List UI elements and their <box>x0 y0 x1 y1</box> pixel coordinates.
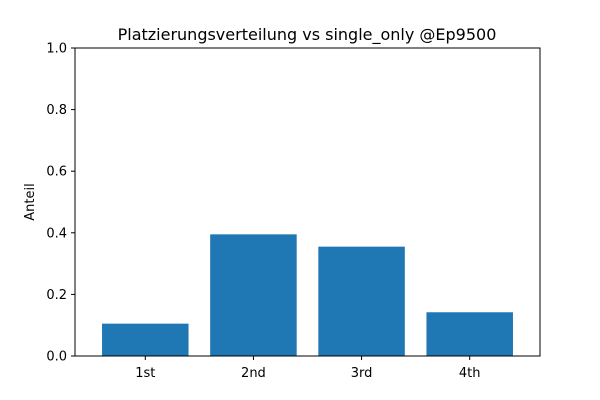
y-ticks-group: 0.0 0.2 0.4 0.6 0.8 1.0 <box>46 42 75 365</box>
y-tick-label: 0.2 <box>46 288 67 303</box>
bar-1st <box>102 323 189 356</box>
x-ticks-group: 1st 2nd 3rd 4th <box>135 356 481 381</box>
y-tick-label: 0.4 <box>46 226 67 241</box>
y-tick-label: 0.6 <box>46 165 67 180</box>
bars-group <box>102 234 513 356</box>
chart-title: Platzierungsverteilung vs single_only @E… <box>118 25 497 45</box>
bar-4th <box>426 312 513 356</box>
x-tick-label: 2nd <box>241 366 266 381</box>
x-tick-label: 4th <box>459 366 481 381</box>
bar-2nd <box>210 234 297 356</box>
y-tick-label: 1.0 <box>46 42 67 57</box>
bar-3rd <box>318 246 405 356</box>
x-tick-label: 3rd <box>351 366 373 381</box>
y-tick-label: 0.8 <box>46 103 67 118</box>
y-tick-label: 0.0 <box>46 350 67 365</box>
plot-area-frame <box>74 47 541 357</box>
x-tick-label: 1st <box>135 366 155 381</box>
y-axis-label: Anteil <box>23 183 38 220</box>
